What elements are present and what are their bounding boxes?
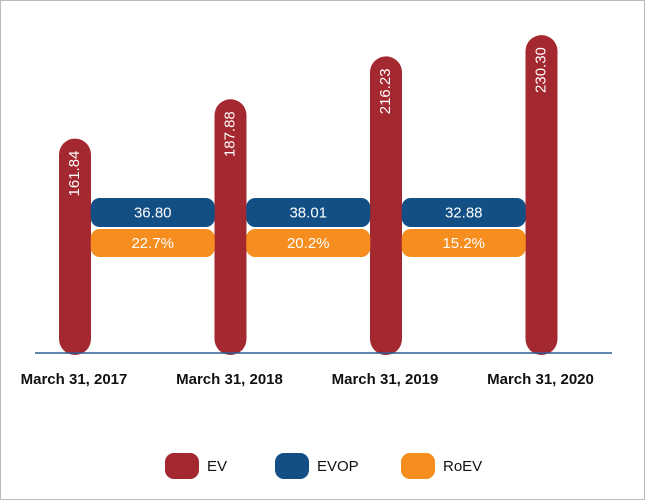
legend-label: EV	[207, 458, 227, 475]
bar	[214, 99, 247, 355]
pill	[90, 229, 215, 257]
value-label: 187.88	[221, 111, 238, 157]
pill	[401, 229, 526, 257]
legend-label: RoEV	[443, 458, 482, 475]
bar	[370, 56, 402, 355]
value-label: 230.30	[532, 47, 549, 93]
value-label: 161.84	[66, 151, 83, 197]
pill-label: 36.80	[134, 204, 172, 221]
legend-swatch	[401, 453, 435, 479]
pill-label: 32.88	[445, 204, 483, 221]
pill-label: 20.2%	[287, 235, 330, 252]
x-tick-label: March 31, 2017	[20, 371, 128, 388]
pill	[90, 198, 215, 227]
bar	[525, 35, 558, 356]
pill	[401, 198, 526, 227]
pill	[246, 229, 371, 257]
pill-label: 22.7%	[131, 235, 174, 252]
pill	[246, 198, 371, 227]
bar	[59, 138, 91, 355]
legend-label: EVOP	[317, 458, 359, 475]
legend-swatch	[165, 453, 199, 479]
x-tick-label: March 31, 2020	[487, 371, 594, 388]
value-label: 216.23	[377, 68, 394, 114]
pill-label: 38.01	[289, 204, 327, 221]
x-tick-label: March 31, 2018	[176, 371, 283, 388]
x-tick-label: March 31, 2019	[331, 371, 439, 388]
legend-swatch	[275, 453, 309, 479]
pill-label: 15.2%	[442, 235, 485, 252]
